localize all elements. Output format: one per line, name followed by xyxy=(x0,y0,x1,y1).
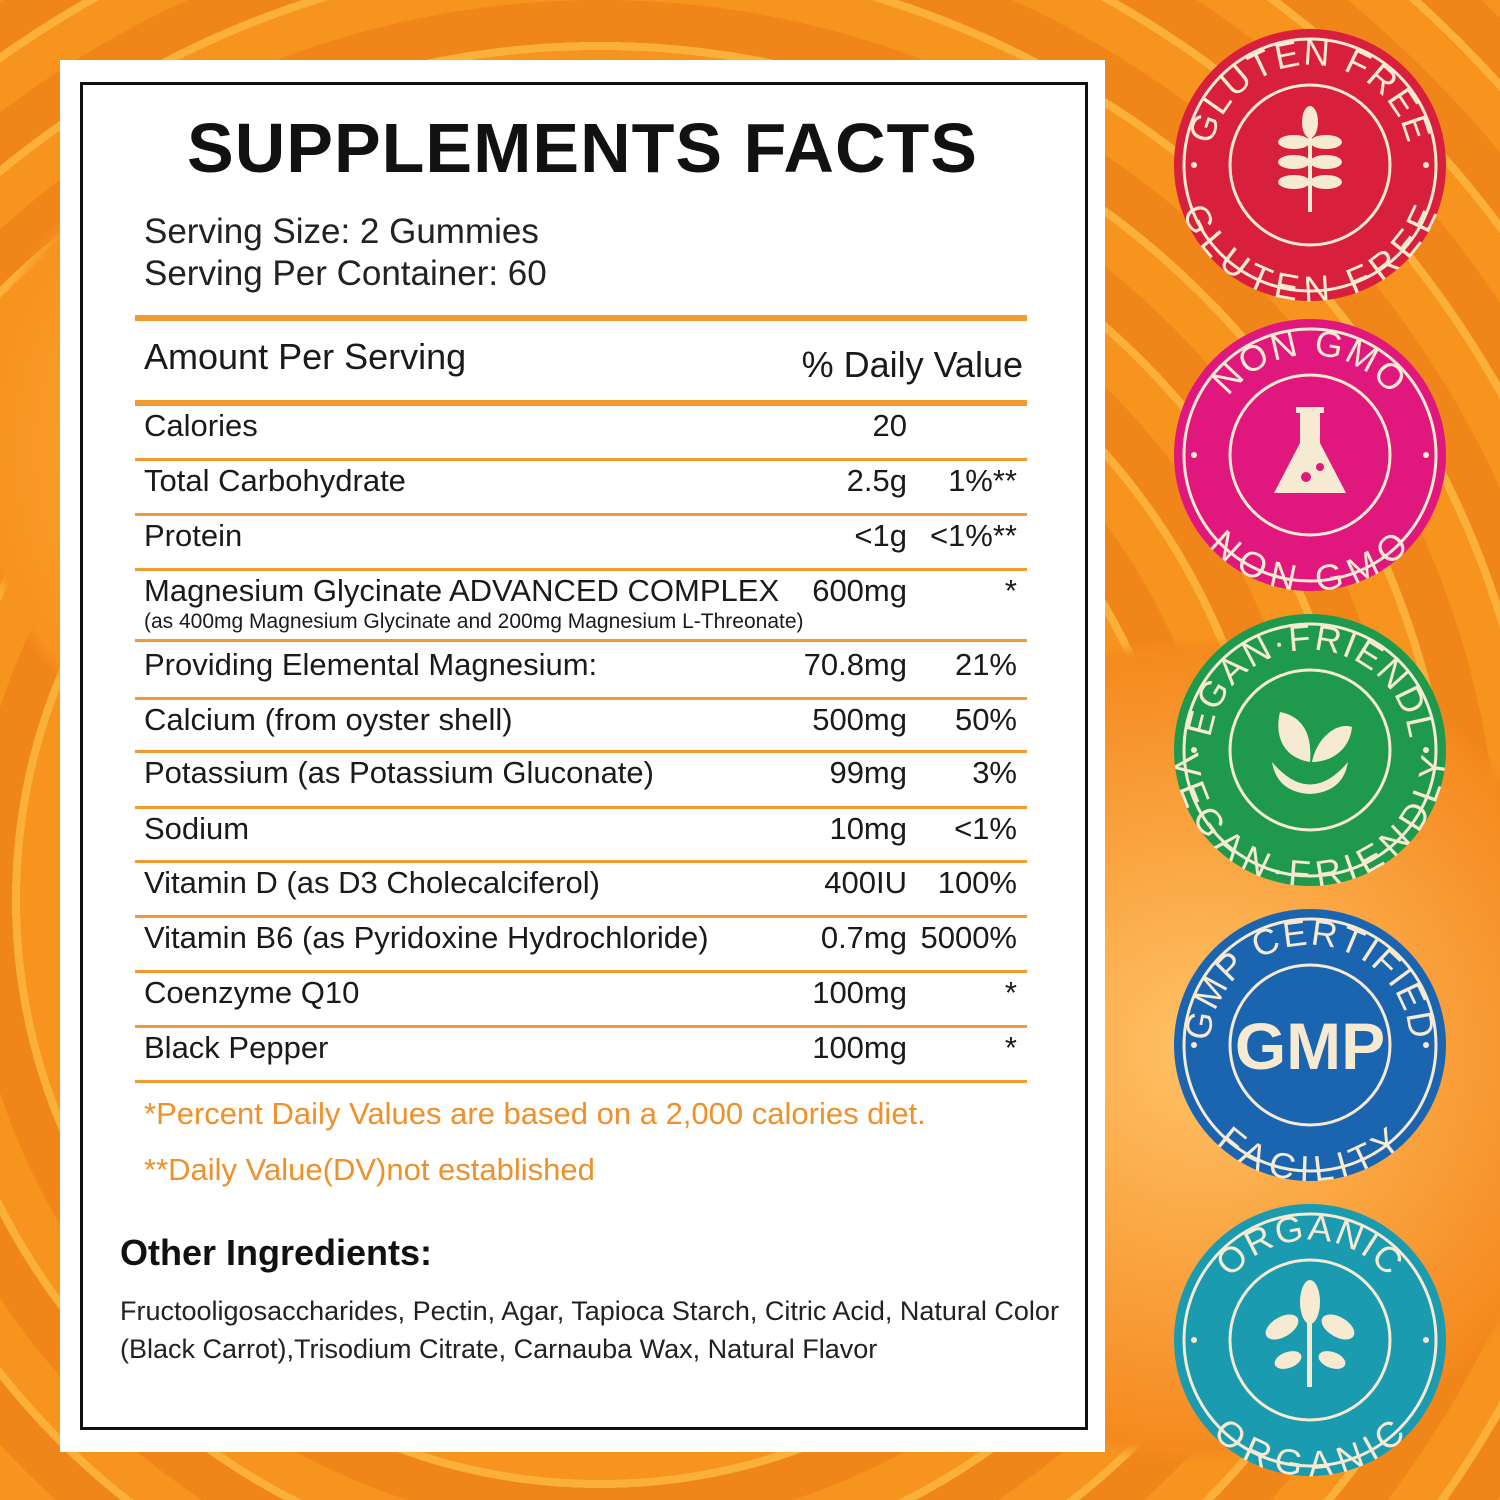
nutrient-name: Total Carbohydrate xyxy=(144,463,406,498)
divider xyxy=(135,639,1027,642)
divider xyxy=(135,970,1027,973)
badge-non-gmo: NON GMO NON GMO xyxy=(1172,317,1448,600)
nutrient-name: Magnesium Glycinate ADVANCED COMPLEX xyxy=(144,573,780,608)
nutrient-amount: 500mg xyxy=(812,702,907,737)
other-ingredients-heading: Other Ingredients: xyxy=(120,1232,433,1273)
nutrient-daily-value: 100% xyxy=(937,865,1017,900)
divider xyxy=(135,697,1027,700)
nutrient-amount: 70.8mg xyxy=(803,647,907,682)
nutrient-name: Vitamin B6 (as Pyridoxine Hydrochloride) xyxy=(144,920,709,955)
nutrient-name: Coenzyme Q10 xyxy=(144,975,360,1010)
divider xyxy=(135,400,1027,406)
nutrient-daily-value: 1%** xyxy=(948,463,1017,498)
badge-gmp-certified: GMP CERTIFIED FACILITY GMP xyxy=(1172,907,1448,1190)
gmp-center-text: GMP xyxy=(1235,1009,1385,1083)
serving-size: Serving Size: 2 Gummies xyxy=(144,212,539,251)
nutrient-amount: 10mg xyxy=(829,811,907,846)
nutrient-daily-value: 21% xyxy=(954,647,1017,682)
nutrient-name: Calories xyxy=(144,408,258,443)
nutrient-daily-value: <1% xyxy=(954,811,1017,846)
nutrient-amount: 2.5g xyxy=(846,463,907,498)
divider xyxy=(135,458,1027,461)
nutrient-detail: (as 400mg Magnesium Glycinate and 200mg … xyxy=(144,610,804,633)
badge-gluten-free: GLUTEN FREE GLUTEN FREE xyxy=(1172,27,1448,310)
divider xyxy=(135,806,1027,809)
nutrient-name: Providing Elemental Magnesium: xyxy=(144,647,598,682)
footnote-dv-not-established: **Daily Value(DV)not established xyxy=(144,1152,595,1187)
nutrient-amount: <1g xyxy=(854,518,907,553)
panel-border xyxy=(80,82,1088,1430)
nutrient-daily-value: 5000% xyxy=(920,920,1017,955)
nutrient-daily-value: * xyxy=(1004,1030,1017,1065)
nutrient-name: Sodium xyxy=(144,811,250,846)
nutrient-daily-value: * xyxy=(1004,975,1017,1010)
divider xyxy=(135,568,1027,571)
nutrient-name: Protein xyxy=(144,518,243,553)
nutrient-daily-value: * xyxy=(1004,573,1017,608)
divider xyxy=(135,315,1027,321)
nutrient-amount: 0.7mg xyxy=(820,920,907,955)
divider xyxy=(135,750,1027,753)
other-ingredients-text: Fructooligosaccharides, Pectin, Agar, Ta… xyxy=(120,1296,1059,1364)
nutrient-name: Potassium (as Potassium Gluconate) xyxy=(144,755,654,790)
amount-per-serving-header: Amount Per Serving xyxy=(144,336,467,377)
divider xyxy=(135,1080,1027,1083)
nutrient-daily-value: 3% xyxy=(972,755,1017,790)
divider xyxy=(135,915,1027,918)
plant-icon xyxy=(1265,1280,1355,1387)
nutrient-amount: 20 xyxy=(872,408,907,443)
nutrient-amount: 100mg xyxy=(812,1030,907,1065)
nutrient-name: Calcium (from oyster shell) xyxy=(144,702,513,737)
wheat-icon xyxy=(1278,106,1342,212)
servings-per-container: Serving Per Container: 60 xyxy=(144,254,547,293)
divider xyxy=(135,513,1027,516)
nutrient-name: Vitamin D (as D3 Cholecalciferol) xyxy=(144,865,600,900)
divider xyxy=(135,860,1027,863)
flask-icon xyxy=(1274,407,1346,493)
nutrient-daily-value: <1%** xyxy=(929,518,1017,553)
daily-value-header: % Daily Value xyxy=(801,344,1023,385)
nutrient-daily-value: 50% xyxy=(954,702,1017,737)
badge-vegan-friendly: VEGAN·FRIENDLYVEGAN·FRIENDLY xyxy=(1159,579,1453,895)
badge-organic: ORGANIC ORGANIC xyxy=(1172,1202,1448,1485)
supplement-facts-panel: SUPPLEMENTS FACTS Serving Size: 2 Gummie… xyxy=(60,60,1105,1452)
page-title: SUPPLEMENTS FACTS xyxy=(187,109,978,187)
nutrient-amount: 400IU xyxy=(824,865,907,900)
footnote-daily-values: *Percent Daily Values are based on a 2,0… xyxy=(144,1096,926,1131)
nutrient-name: Black Pepper xyxy=(144,1030,329,1065)
divider xyxy=(135,1025,1027,1028)
nutrient-amount: 99mg xyxy=(829,755,907,790)
nutrient-amount: 100mg xyxy=(812,975,907,1010)
sprout-icon xyxy=(1272,712,1352,794)
nutrient-amount: 600mg xyxy=(812,573,907,608)
